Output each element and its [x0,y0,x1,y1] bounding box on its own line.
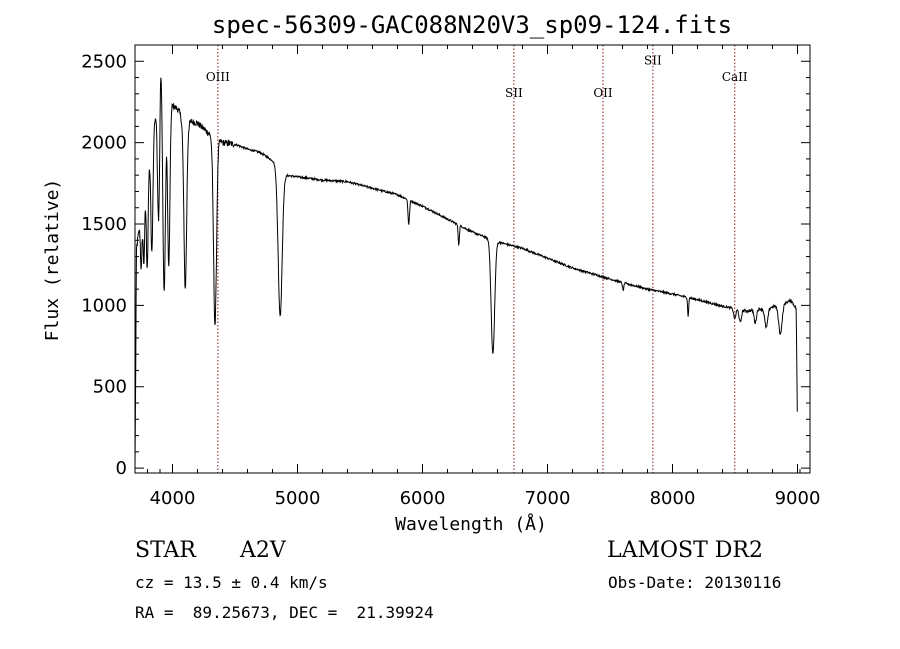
y-tick-label: 1500 [81,214,127,235]
spectrum-line [134,77,798,468]
spectrum-series [134,77,798,468]
survey-name: LAMOST DR2 [607,538,763,563]
x-axis-label: Wavelength (Å) [395,513,547,535]
axes: 4000 5000 6000 7000 8000 9000 0 500 1000 1500 2000… [81,44,821,509]
coordinates: RA = 89.25673, DEC = 21.39924 [135,603,434,622]
object-subclass: A2V [240,538,286,563]
y-tick-label: 0 [116,458,127,479]
plot-frame [134,44,811,474]
line-marker-label: SII [644,54,662,68]
line-marker-label: SII [505,86,523,100]
x-tick-label: 5000 [275,488,321,509]
x-tick-label: 9000 [775,488,821,509]
line-marker-label: CaII [722,70,748,84]
y-tick-label: 1000 [81,295,127,316]
x-tick-label: 4000 [150,488,196,509]
chart-title: spec-56309-GAC088N20V3_sp09-124.fits [212,11,732,39]
redshift-value: cz = 13.5 ± 0.4 km/s [135,573,328,592]
line-marker-label: OII [593,86,613,100]
y-tick-label: 2000 [81,133,127,154]
y-tick-label: 2500 [81,51,127,72]
emission-line-markers: OIII SII OII SII CaII [206,45,748,473]
observation-date: Obs-Date: 20130116 [608,573,782,592]
object-class: STAR [135,538,196,563]
x-tick-label: 6000 [400,488,446,509]
y-tick-label: 500 [93,377,127,398]
y-axis-label: Flux (relative) [42,179,63,342]
line-marker-label: OIII [206,70,230,84]
x-tick-label: 7000 [525,488,571,509]
x-tick-label: 8000 [650,488,696,509]
